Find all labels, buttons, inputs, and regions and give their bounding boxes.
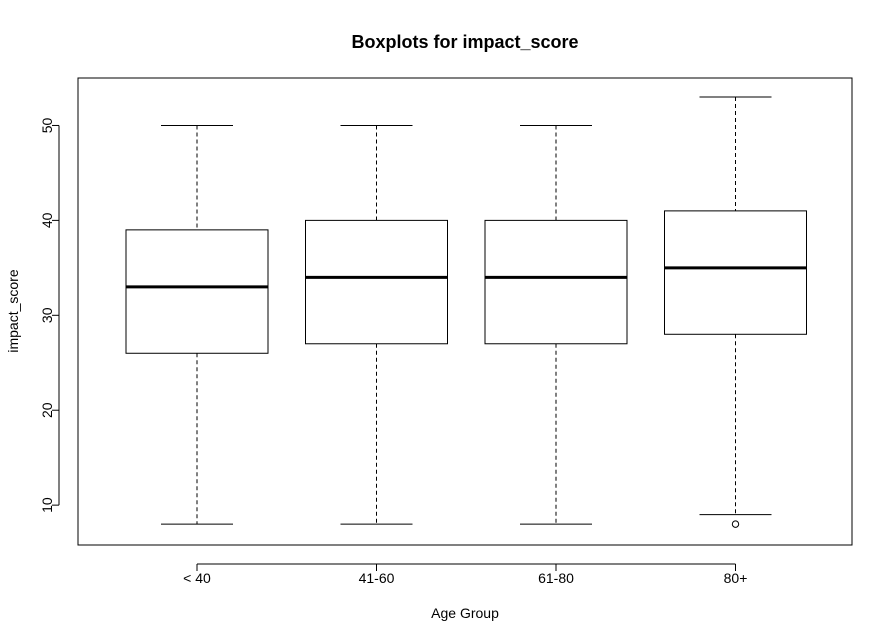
plot-frame xyxy=(77,77,853,546)
x-axis: < 40 41-60 61-80 80+ xyxy=(183,563,748,586)
y-axis-label: impact_score xyxy=(5,269,21,352)
y-axis: 10 20 30 40 50 xyxy=(39,117,60,513)
chart-title: Boxplots for impact_score xyxy=(351,32,578,52)
iqr-box xyxy=(484,219,628,345)
y-tick-label: 50 xyxy=(39,117,55,133)
outlier-point xyxy=(731,520,740,528)
boxplot-group xyxy=(305,124,448,525)
iqr-box xyxy=(305,219,448,345)
iqr-box xyxy=(664,210,807,335)
y-tick-label: 40 xyxy=(39,212,55,228)
y-tick-label: 20 xyxy=(39,402,55,418)
y-tick-label: 10 xyxy=(39,497,55,513)
x-tick-label: 80+ xyxy=(724,570,748,586)
x-tick-label: 41-60 xyxy=(359,570,395,586)
x-tick-label: < 40 xyxy=(183,570,211,586)
iqr-box xyxy=(125,229,269,354)
boxplot-group xyxy=(125,124,269,525)
boxplot-group xyxy=(484,124,628,525)
boxes-layer xyxy=(125,96,807,528)
y-tick-label: 30 xyxy=(39,307,55,323)
x-tick-label: 61-80 xyxy=(538,570,574,586)
boxplot-group xyxy=(664,96,807,528)
x-axis-label: Age Group xyxy=(431,605,499,621)
